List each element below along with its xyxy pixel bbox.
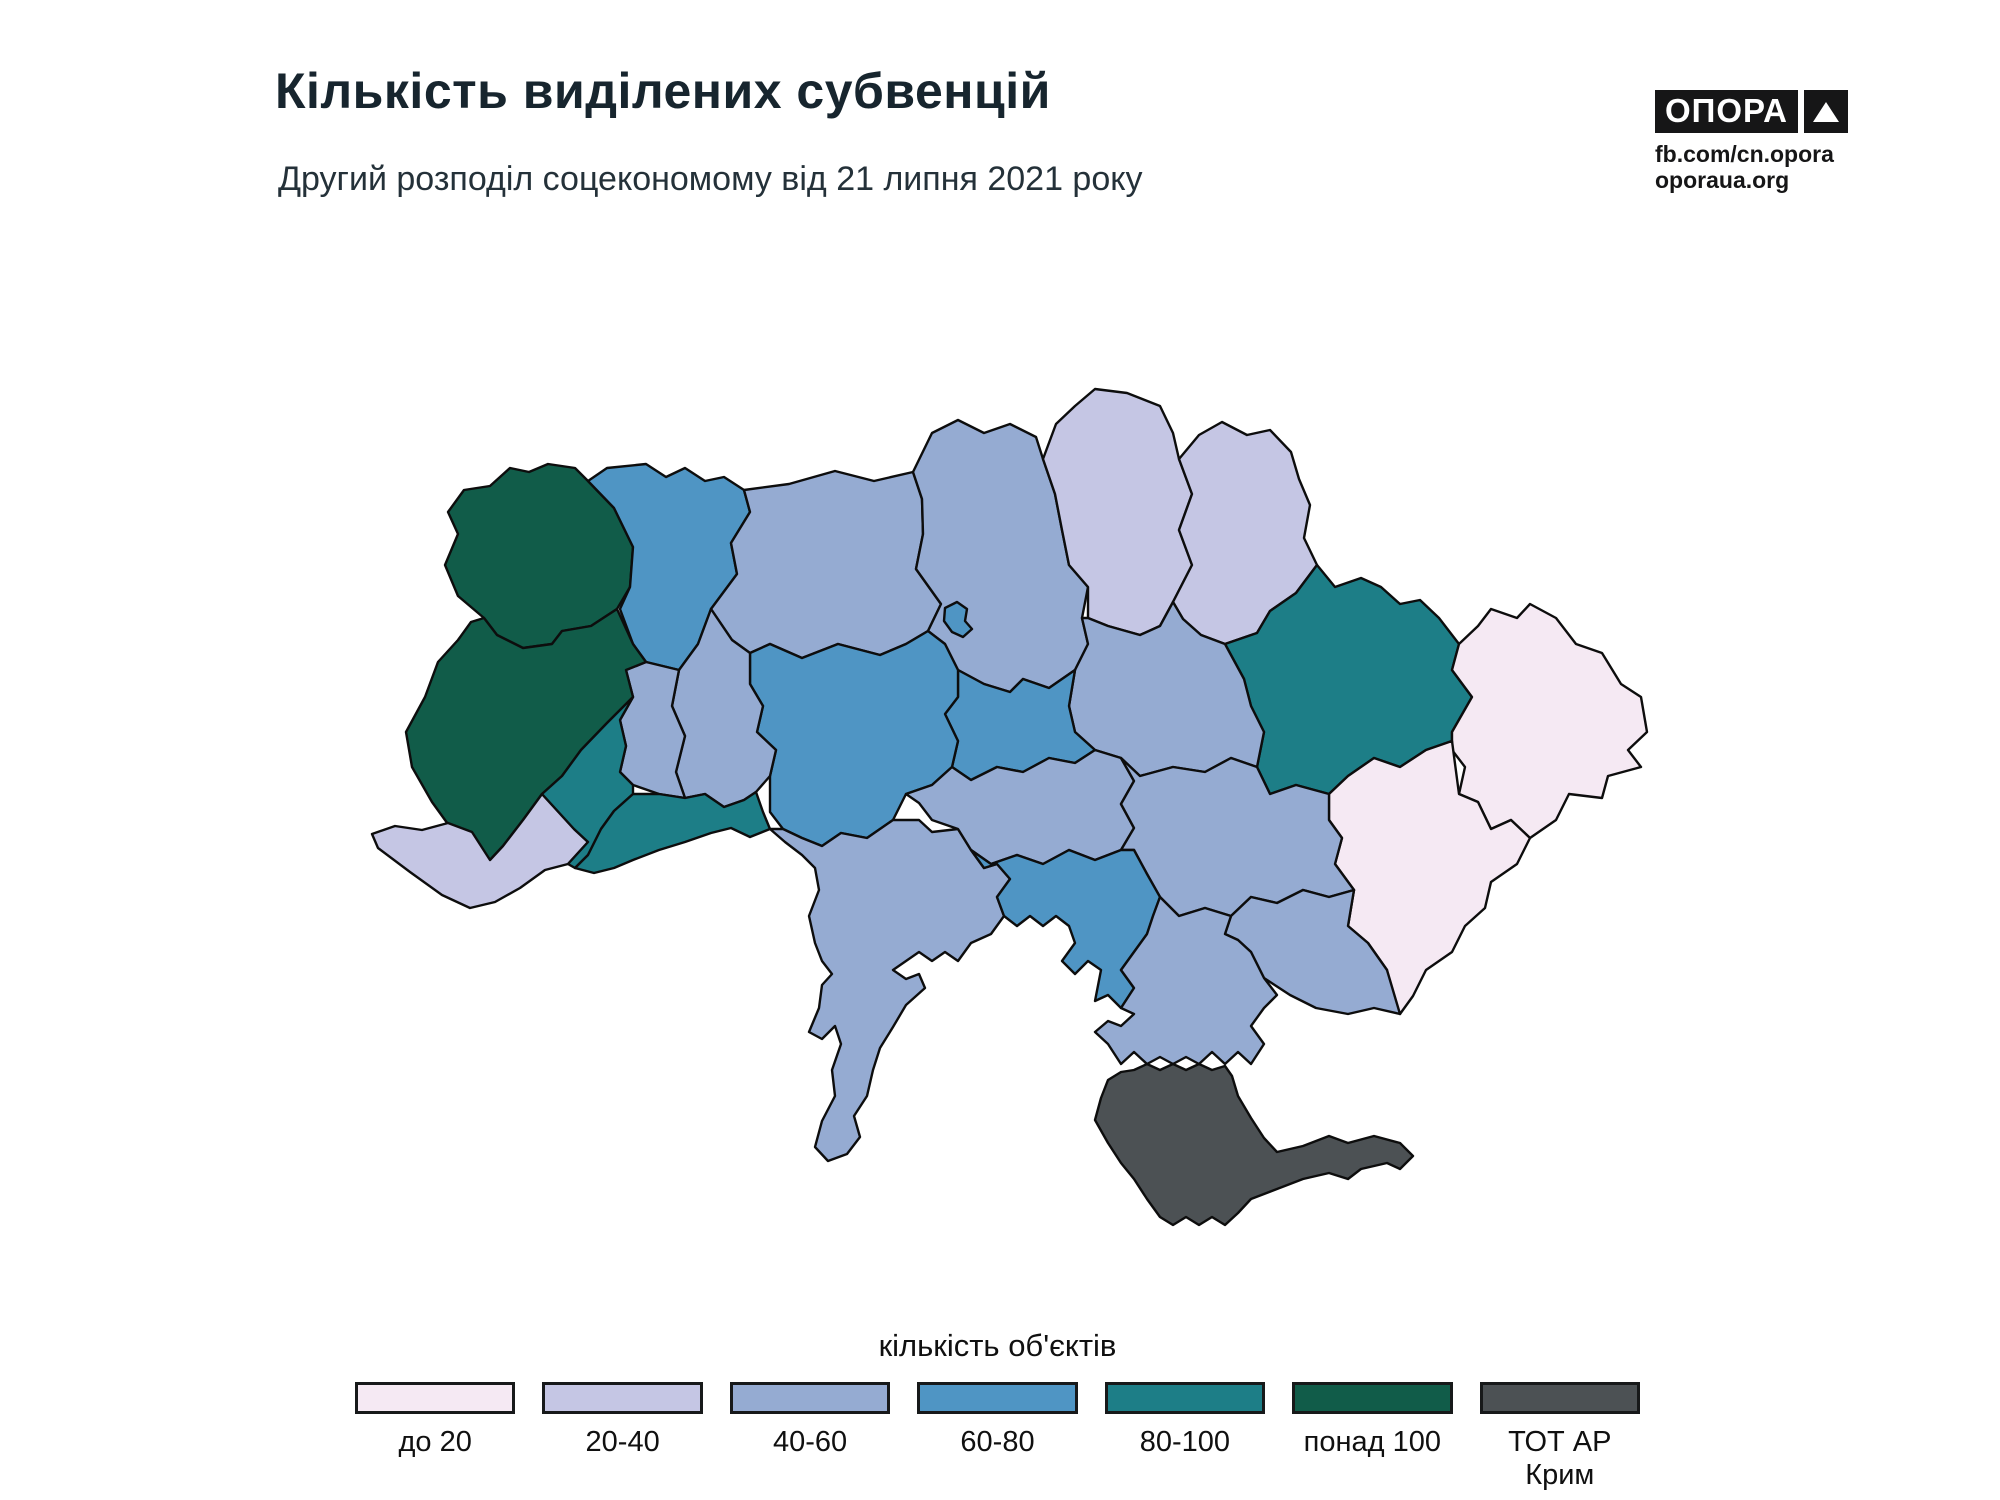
legend-swatch-under-20 — [355, 1382, 516, 1414]
legend-item-20-40: 20-40 — [542, 1382, 703, 1492]
legend-swatch-60-80 — [917, 1382, 1078, 1414]
legend-swatch-80-100 — [1104, 1382, 1266, 1414]
legend-item-60-80: 60-80 — [917, 1382, 1078, 1492]
legend-label-40-60: 40-60 — [772, 1426, 848, 1458]
opora-triangle-icon — [1804, 90, 1848, 133]
legend-item-tot-crimea: ТОТ АР Крим — [1479, 1382, 1640, 1492]
region-chernivtsi — [573, 790, 772, 875]
region-zhytomyr — [709, 469, 943, 660]
legend-swatch-40-60 — [729, 1382, 891, 1414]
region-mykolaiv — [969, 848, 1162, 1010]
legend-label-20-40: 20-40 — [585, 1426, 660, 1458]
logo-website-url: oporaua.org — [1655, 167, 1790, 194]
legend-label-under-20: до 20 — [398, 1426, 472, 1458]
legend-item-under-20: до 20 — [355, 1382, 516, 1492]
ukraine-choropleth-map — [370, 387, 1649, 1227]
opora-logo-text: ОПОРА — [1655, 90, 1798, 133]
legend-label-over-100: понад 100 — [1303, 1426, 1442, 1458]
legend-item-80-100: 80-100 — [1104, 1382, 1266, 1492]
logo-facebook-url: fb.com/cn.opora — [1655, 141, 1834, 167]
region-kyiv-city — [942, 600, 974, 639]
opora-logo: ОПОРА fb.com/cn.opora oporaua.org — [1655, 90, 1935, 194]
legend: до 20 20-40 40-60 60-80 80-100 понад 100 ТОТ А… — [355, 1382, 1640, 1492]
region-crimea — [1093, 1062, 1415, 1227]
legend-title: кількість об'єктів — [878, 1328, 1117, 1363]
legend-label-80-100: 80-100 — [1139, 1426, 1231, 1458]
legend-swatch-20-40 — [542, 1382, 703, 1414]
legend-label-60-80: 60-80 — [960, 1426, 1035, 1458]
page-title: Кількість виділених субвенцій — [275, 63, 1051, 119]
legend-item-40-60: 40-60 — [729, 1382, 891, 1492]
legend-swatch-over-100 — [1292, 1382, 1453, 1414]
page-subtitle: Другий розподіл соцекономому від 21 липн… — [278, 160, 1143, 198]
legend-swatch-tot-crimea — [1479, 1382, 1640, 1414]
legend-label-tot-crimea: ТОТ АР Крим — [1508, 1426, 1612, 1491]
region-luhansk — [1450, 602, 1649, 840]
region-kherson — [1093, 895, 1279, 1066]
region-odesa — [768, 818, 1012, 1163]
legend-item-over-100: понад 100 — [1292, 1382, 1453, 1492]
